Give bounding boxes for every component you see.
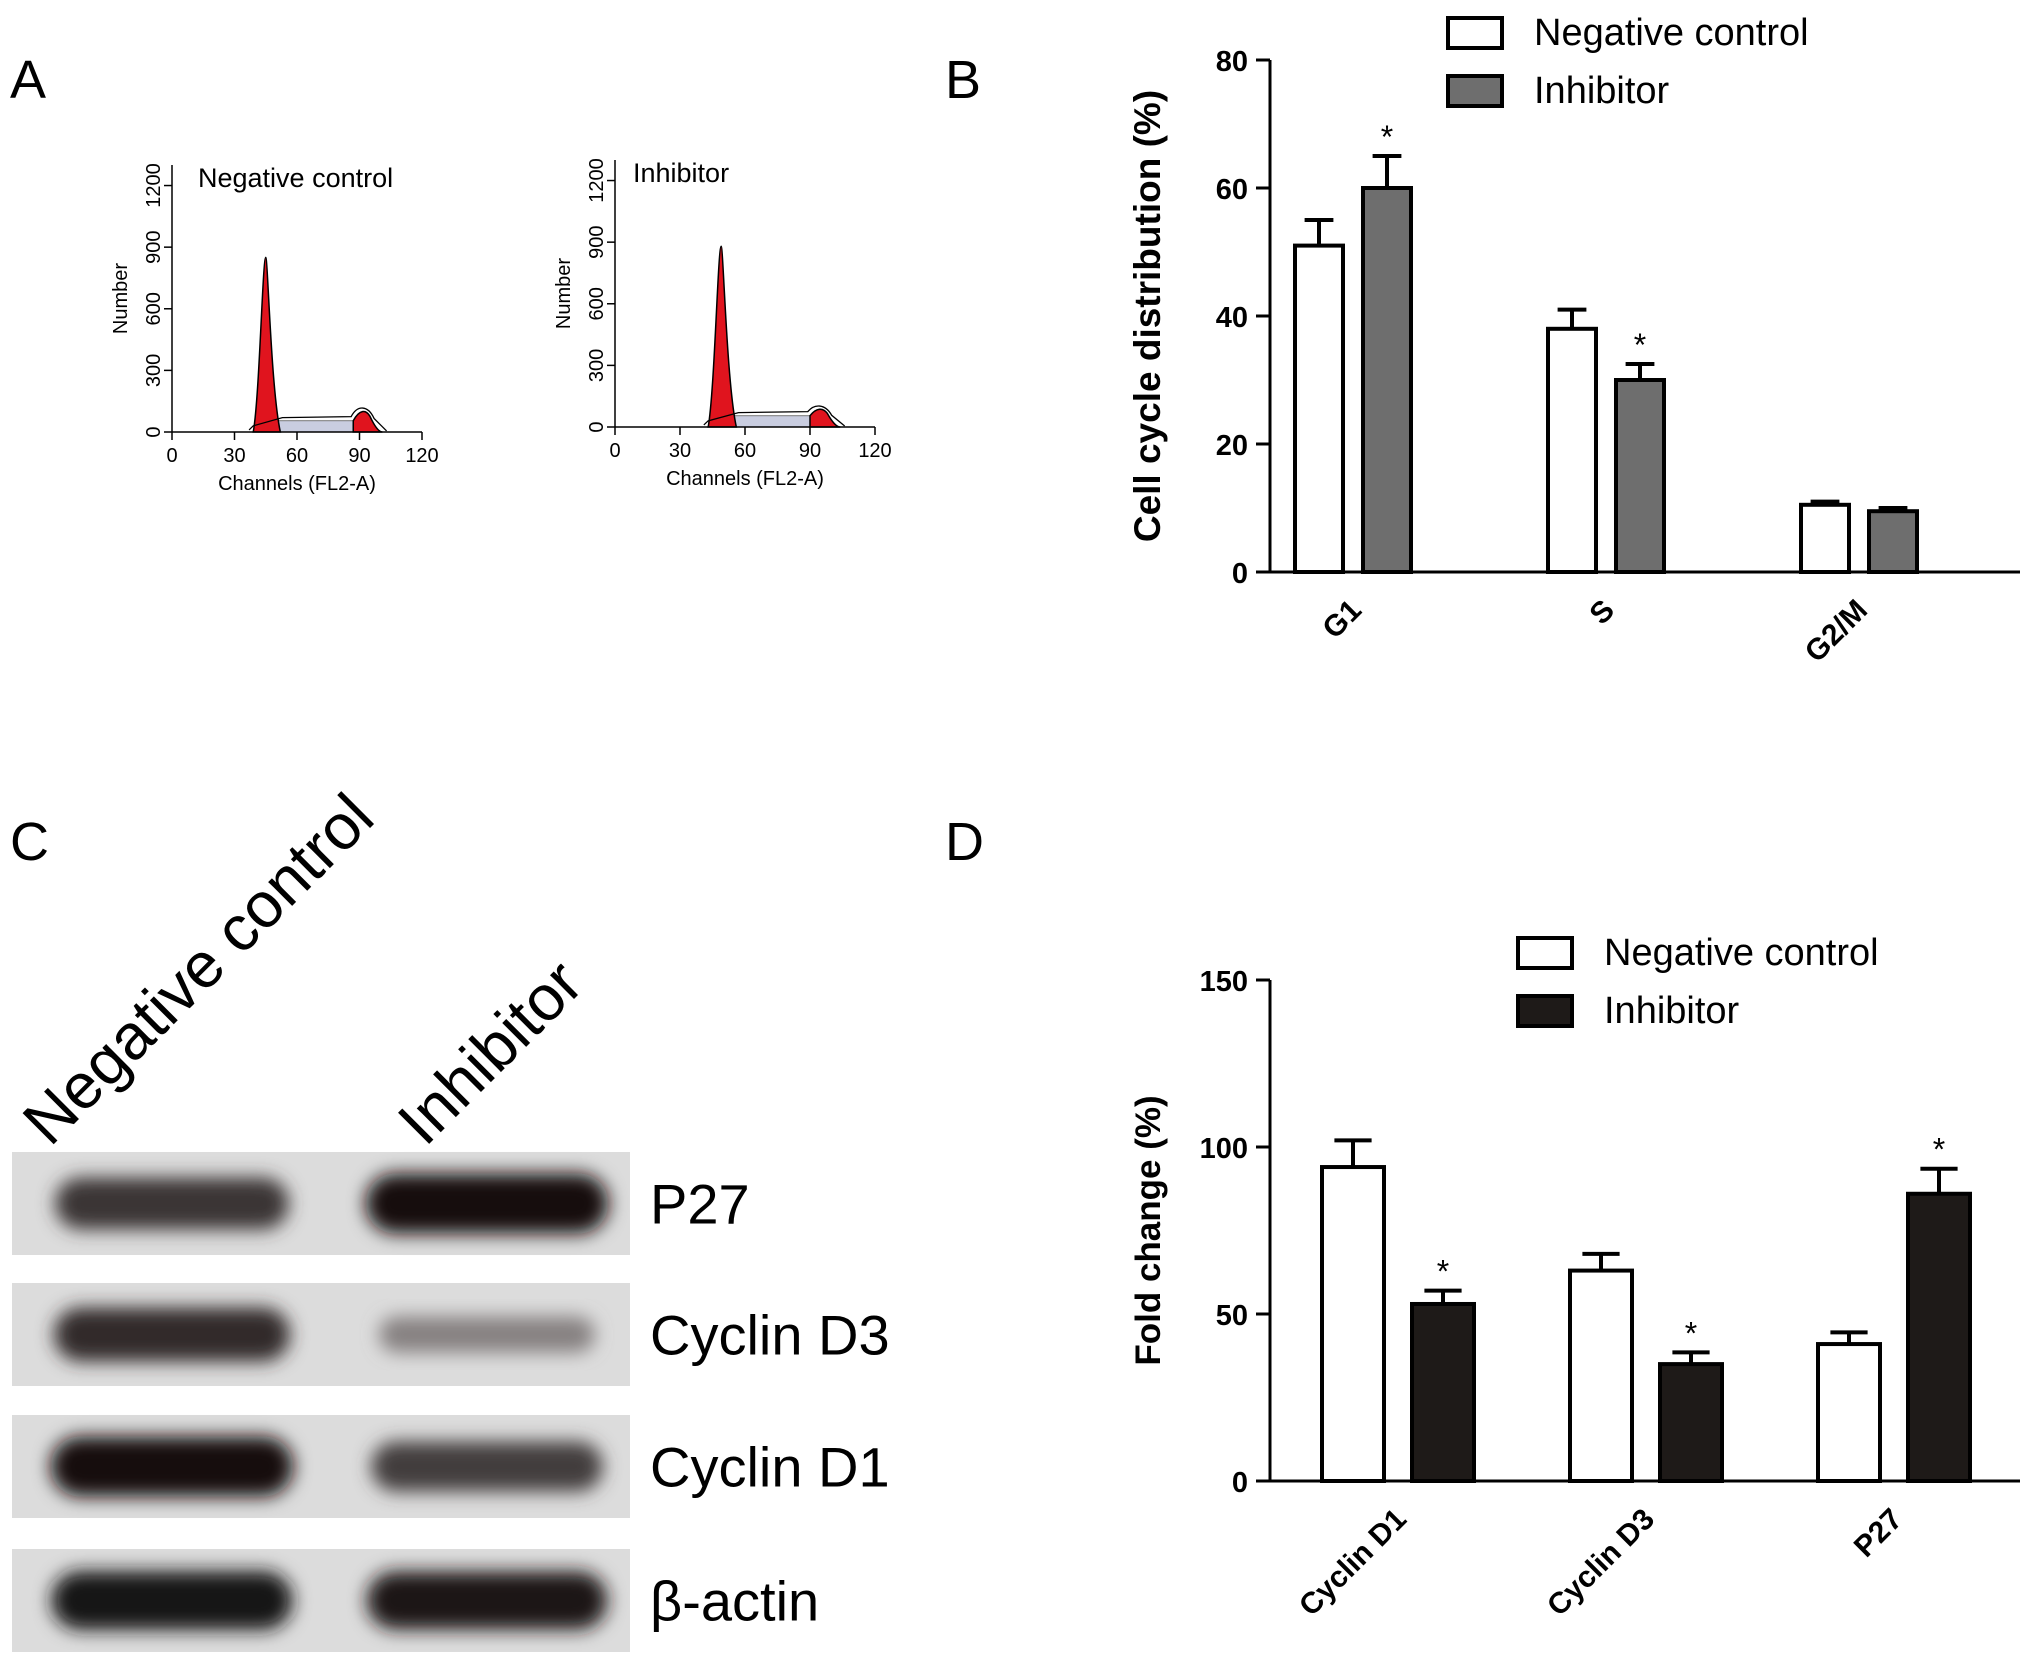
x-axis-label: Channels (FL2-A) [666, 468, 824, 490]
lane-label: Inhibitor [384, 946, 596, 1158]
y-tick-label: 0 [586, 421, 608, 432]
x-tick-label: 30 [669, 440, 691, 462]
y-tick-label: 20 [1216, 430, 1248, 462]
x-tick-label: 60 [286, 445, 308, 467]
x-tick-label: G1 [1316, 594, 1368, 646]
significance-mark: * [1634, 327, 1646, 363]
bar-negative-control [1546, 326, 1598, 574]
significance-mark: * [1933, 1132, 1945, 1168]
legend-swatch [1516, 936, 1574, 970]
legend-label: Negative control [1604, 932, 1879, 974]
g1-peak [252, 256, 282, 433]
y-tick-label: 0 [1232, 1467, 1248, 1499]
significance-mark: * [1381, 119, 1393, 155]
western-blot: P27 Cyclin D3 Cyclin D1 β-actin Negative con… [9, 780, 890, 1652]
x-tick-label: 60 [734, 440, 756, 462]
panel-label-b: B [945, 50, 981, 110]
y-tick-label: 80 [1216, 46, 1248, 78]
histogram-envelope [248, 407, 388, 432]
x-tick-label: Cyclin D1 [1293, 1503, 1413, 1623]
panel-label-d: D [945, 812, 984, 872]
y-axis-label: Number [553, 258, 575, 329]
y-tick-label: 100 [1200, 1133, 1248, 1165]
bar-inhibitor [1361, 186, 1413, 574]
bar-inhibitor [1614, 378, 1666, 574]
y-tick-label: 1200 [143, 163, 165, 208]
y-tick-label: 0 [143, 426, 165, 437]
x-tick-label: 90 [348, 445, 370, 467]
legend-swatch [1446, 16, 1504, 50]
y-tick-label: 60 [1216, 174, 1248, 206]
panel-label-c: C [10, 812, 49, 872]
legend-swatch [1446, 74, 1504, 108]
band-negative-control [55, 1177, 289, 1230]
y-tick-label: 300 [586, 349, 608, 382]
bar-negative-control [1568, 1268, 1634, 1483]
y-axis-label: Number [110, 263, 132, 334]
x-axis-label: Channels (FL2-A) [218, 473, 376, 495]
band-negative-control [51, 1571, 293, 1630]
x-tick-label: P27 [1848, 1503, 1909, 1564]
lane-label: Negative control [9, 780, 387, 1158]
x-tick-label: 30 [223, 445, 245, 467]
bar-negative-control [1799, 502, 1851, 574]
cell-cycle-bar-chart: 0 20 40 60 80 Cell cycle distribution (%) * G1 *… [1127, 12, 2020, 669]
y-tick-label: 0 [1232, 558, 1248, 590]
bar-negative-control [1293, 243, 1345, 574]
y-tick-label: 600 [143, 292, 165, 325]
bar-negative-control [1816, 1342, 1882, 1484]
band-inhibitor [371, 1441, 603, 1492]
band-negative-control [54, 1307, 290, 1362]
y-axis-label: Fold change (%) [1129, 1095, 1168, 1365]
y-tick-label: 600 [586, 287, 608, 320]
y-axis-label: Cell cycle distribution (%) [1127, 90, 1168, 542]
legend-swatch [1516, 994, 1574, 1028]
band-label: Cyclin D3 [650, 1304, 890, 1367]
x-tick-label: 120 [858, 440, 891, 462]
panel-label-a: A [10, 50, 46, 110]
band-inhibitor [365, 1173, 609, 1234]
bar-inhibitor [1906, 1191, 1972, 1483]
legend-label: Inhibitor [1604, 990, 1740, 1032]
legend-label: Negative control [1534, 12, 1809, 54]
y-tick-label: 300 [143, 354, 165, 387]
x-tick-label: 120 [405, 445, 438, 467]
bar-inhibitor [1658, 1362, 1724, 1483]
histogram-title: Negative control [198, 163, 393, 193]
x-tick-label: 90 [799, 440, 821, 462]
band-negative-control [50, 1436, 294, 1497]
histogram-title: Inhibitor [633, 158, 729, 188]
band-label: P27 [650, 1173, 750, 1236]
legend-label: Inhibitor [1534, 70, 1670, 112]
fold-change-bar-chart: 0 50 100 150 Fold change (%) * Cyclin D1 * Cycli… [1129, 932, 2020, 1623]
y-tick-label: 50 [1216, 1300, 1248, 1332]
histogram-envelope [703, 405, 846, 427]
x-tick-label: 0 [609, 440, 620, 462]
y-tick-label: 40 [1216, 302, 1248, 334]
x-tick-label: G2/M [1799, 594, 1874, 669]
bar-inhibitor [1410, 1301, 1476, 1483]
bar-negative-control [1320, 1165, 1386, 1484]
y-tick-label: 900 [586, 225, 608, 258]
significance-mark: * [1685, 1315, 1697, 1351]
band-label: β-actin [650, 1570, 819, 1633]
y-tick-label: 900 [143, 230, 165, 263]
x-tick-label: S [1583, 594, 1620, 631]
bar-inhibitor [1867, 509, 1919, 575]
significance-mark: * [1437, 1254, 1449, 1290]
band-label: Cyclin D1 [650, 1436, 890, 1499]
g1-peak [707, 245, 738, 428]
x-tick-label: Cyclin D3 [1541, 1503, 1661, 1623]
y-tick-label: 150 [1200, 966, 1248, 998]
y-tick-label: 1200 [586, 158, 608, 203]
band-inhibitor [366, 1571, 608, 1630]
band-inhibitor [379, 1316, 595, 1353]
x-tick-label: 0 [166, 445, 177, 467]
